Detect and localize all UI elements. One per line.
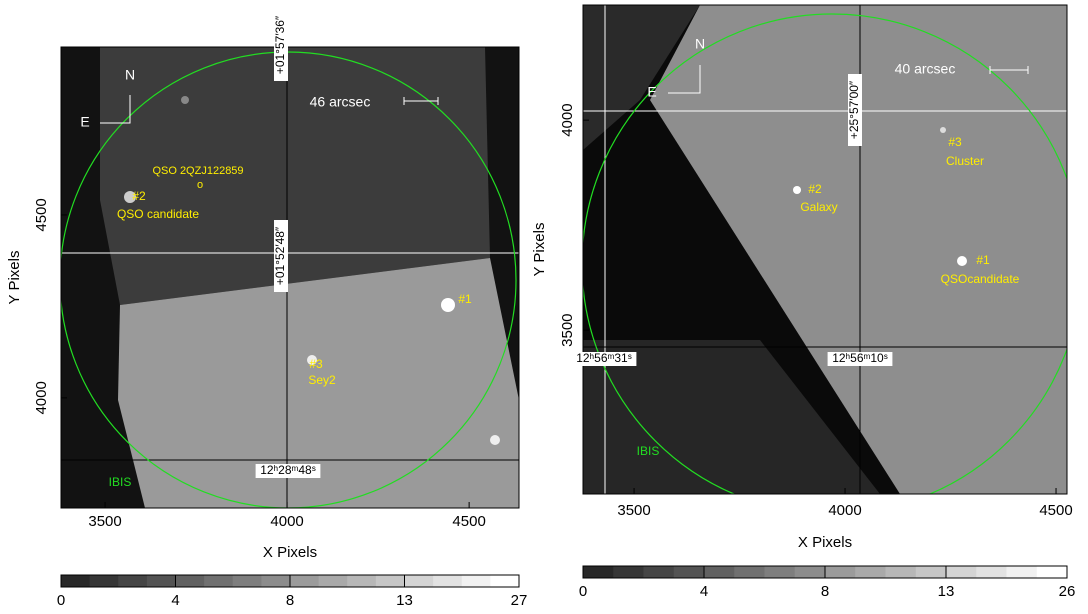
colorbar-tick-label: 8 bbox=[821, 583, 829, 600]
annotation: +25°57′00″ bbox=[847, 80, 861, 139]
annotation: E bbox=[647, 84, 656, 100]
annotation: Sey2 bbox=[308, 373, 336, 387]
y-tick-label: 3500 bbox=[559, 313, 576, 346]
x-tick-label: 4000 bbox=[270, 513, 303, 530]
annotation: Galaxy bbox=[800, 200, 837, 214]
colorbar-segment bbox=[61, 575, 90, 587]
colorbar-tick-label: 4 bbox=[700, 583, 708, 600]
sky-image bbox=[582, 5, 1082, 514]
colorbar-segment bbox=[795, 566, 826, 578]
colorbar-segment bbox=[855, 566, 886, 578]
colorbar-tick-label: 13 bbox=[396, 592, 413, 609]
y-axis-label: Y Pixels bbox=[6, 251, 23, 305]
colorbar-segment bbox=[674, 566, 705, 578]
x-axis-label: X Pixels bbox=[798, 534, 852, 551]
colorbar-segment bbox=[734, 566, 765, 578]
colorbar-segment bbox=[147, 575, 176, 587]
colorbar-tick-label: 26 bbox=[1059, 583, 1076, 600]
colorbar-segment bbox=[319, 575, 348, 587]
annotation: #1 bbox=[458, 292, 472, 306]
colorbar-tick-label: 8 bbox=[286, 592, 294, 609]
annotation: N bbox=[125, 67, 135, 83]
colorbar-segment bbox=[765, 566, 796, 578]
sky-image bbox=[60, 47, 519, 508]
annotation: QSOcandidate bbox=[941, 272, 1020, 286]
x-axis-label: X Pixels bbox=[263, 544, 317, 561]
annotation: #1 bbox=[976, 253, 990, 267]
colorbar-segment bbox=[290, 575, 319, 587]
annotation: +01°52′48″ bbox=[273, 226, 287, 285]
colorbar-segment bbox=[204, 575, 233, 587]
annotation: #2 bbox=[132, 189, 146, 203]
annotation: #2 bbox=[808, 182, 822, 196]
colorbar-segment bbox=[916, 566, 947, 578]
colorbar-tick-label: 13 bbox=[938, 583, 955, 600]
colorbar-tick-label: 27 bbox=[511, 592, 528, 609]
y-axis-label: Y Pixels bbox=[531, 223, 548, 277]
colorbar-segment bbox=[644, 566, 675, 578]
colorbar-segment bbox=[490, 575, 519, 587]
annotation: QSO 2QZJ122859 bbox=[152, 165, 243, 177]
annotation: E bbox=[80, 114, 89, 130]
annotation: 46 arcsec bbox=[310, 94, 371, 110]
x-tick-label: 3500 bbox=[88, 513, 121, 530]
y-tick-label: 4500 bbox=[33, 198, 50, 231]
colorbar-segment bbox=[613, 566, 644, 578]
colorbar-segment bbox=[90, 575, 119, 587]
colorbar-segment bbox=[825, 566, 856, 578]
colorbar-segment bbox=[261, 575, 290, 587]
annotation: 12ʰ56ᵐ31ˢ bbox=[576, 351, 632, 365]
annotation: +01°57′36″ bbox=[273, 15, 287, 74]
colorbar-segment bbox=[462, 575, 491, 587]
colorbar-segment bbox=[405, 575, 434, 587]
annotation: QSO candidate bbox=[117, 207, 199, 221]
annotation: 12ʰ56ᵐ10ˢ bbox=[832, 351, 888, 365]
annotation: o bbox=[197, 179, 203, 191]
colorbar-segment bbox=[376, 575, 405, 587]
colorbar-segment bbox=[583, 566, 614, 578]
x-tick-label: 3500 bbox=[617, 502, 650, 519]
colorbar-segment bbox=[1037, 566, 1068, 578]
colorbar-segment bbox=[886, 566, 917, 578]
colorbar-segment bbox=[176, 575, 205, 587]
annotation: #3 bbox=[309, 357, 323, 371]
annotation: 40 arcsec bbox=[895, 61, 956, 77]
x-tick-label: 4500 bbox=[452, 513, 485, 530]
colorbar-segment bbox=[976, 566, 1007, 578]
colorbar-tick-label: 0 bbox=[579, 583, 587, 600]
colorbar-segment bbox=[704, 566, 735, 578]
annotation: N bbox=[695, 36, 705, 52]
colorbar-segment bbox=[1007, 566, 1038, 578]
annotation: 12ʰ28ᵐ48ˢ bbox=[260, 463, 316, 477]
annotation: IBIS bbox=[109, 475, 132, 489]
y-tick-label: 4000 bbox=[33, 381, 50, 414]
colorbar-tick-label: 0 bbox=[57, 592, 65, 609]
colorbar-tick-label: 4 bbox=[171, 592, 179, 609]
x-tick-label: 4500 bbox=[1039, 502, 1072, 519]
y-tick-label: 4000 bbox=[559, 103, 576, 136]
figure: 3500 4000 4500 4000 4500 X Pixels Y Pixels N E 46… bbox=[0, 0, 1088, 614]
annotation: IBIS bbox=[637, 444, 660, 458]
annotation: Cluster bbox=[946, 154, 984, 168]
colorbar-segment bbox=[946, 566, 977, 578]
x-tick-label: 4000 bbox=[828, 502, 861, 519]
colorbar-segment bbox=[347, 575, 376, 587]
colorbar-segment bbox=[233, 575, 262, 587]
annotation: #3 bbox=[948, 135, 962, 149]
colorbar-segment bbox=[433, 575, 462, 587]
colorbar-segment bbox=[118, 575, 147, 587]
